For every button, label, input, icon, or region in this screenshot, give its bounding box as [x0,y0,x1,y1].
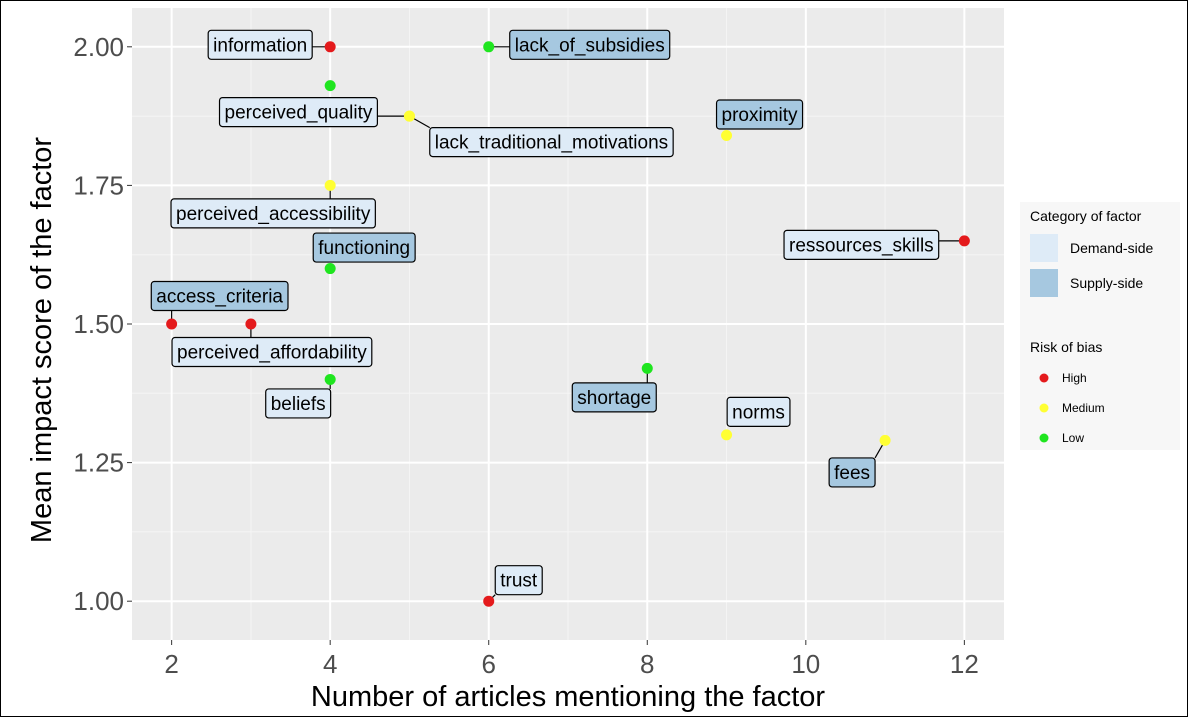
point-label: trust [494,565,543,596]
point-label-box [171,336,373,368]
x-tick-label: 8 [640,649,654,679]
point-label-text: proximity [722,105,799,126]
x-tick-label: 2 [164,649,178,679]
point-label: norms [726,396,791,427]
point-label: information [207,29,313,60]
point-label: access_criteria [150,280,289,312]
point-label-box [207,29,313,60]
color-legend-label: Low [1062,431,1084,445]
point-label-box [828,457,876,488]
color-legend-title: Risk of bias [1030,339,1102,355]
data-point [324,263,336,275]
data-point [166,318,178,330]
data-point [324,41,336,53]
color-legend-key [1039,373,1049,383]
data-point [958,235,970,247]
point-label-box [265,388,332,419]
point-label-text: beliefs [271,394,326,415]
data-point [721,429,733,441]
data-point [641,362,653,374]
data-points [166,41,970,607]
point-label: shortage [571,382,657,413]
point-label: functioning [312,232,416,263]
data-point [324,80,336,92]
point-label-text: information [213,35,307,56]
point-label-box [509,29,671,60]
point-label: perceived_affordability [171,336,373,368]
color-legend-label: Medium [1062,401,1105,415]
fill-legend-entries: Demand-side Supply-side [1030,234,1153,297]
data-point [483,41,495,53]
point-label-text: lack_of_subsidies [515,35,665,56]
y-tick-label: 1.00 [73,586,124,616]
point-label: lack_traditional_motivations [429,127,674,158]
color-legend-label: High [1062,371,1087,385]
point-label-text: perceived_affordability [177,343,367,364]
point-label: perceived_quality [218,97,378,128]
fill-legend-title: Category of factor [1030,208,1142,224]
point-label-box [494,565,543,596]
fill-legend-label: Supply-side [1070,275,1143,291]
point-label-box [726,396,791,427]
point-label: beliefs [265,388,332,419]
point-label-text: norms [732,402,785,423]
data-point [879,434,891,446]
point-label-box [150,280,289,312]
color-legend-key [1039,433,1049,443]
point-label-text: fees [834,463,870,484]
point-label-box [312,232,416,263]
point-label-text: ressources_skills [789,235,934,256]
point-label: ressources_skills [783,229,940,260]
y-axis-title: Mean impact score of the factor [26,137,58,544]
x-tick-label: 4 [323,649,337,679]
point-label: proximity [715,99,804,130]
y-tick-label: 1.75 [73,170,124,200]
point-label-box [170,198,376,229]
y-tick-label: 2.00 [73,32,124,62]
data-point [324,373,336,385]
data-point [483,595,495,607]
data-point [403,110,415,122]
y-tick-label: 1.25 [73,448,124,478]
x-tick-label: 6 [481,649,495,679]
point-label-text: perceived_accessibility [176,204,371,225]
point-label-text: trust [500,571,538,592]
data-point [324,179,336,191]
point-label-text: functioning [318,238,410,259]
y-axis-ticks: 1.00 1.25 1.50 1.75 2.00 [73,32,132,616]
point-label-box [571,382,657,413]
x-tick-label: 10 [791,649,820,679]
y-tick-label: 1.50 [73,309,124,339]
fill-legend-label: Demand-side [1070,240,1153,256]
x-axis-title: Number of articles mentioning the factor [311,681,826,713]
fill-legend-key [1030,234,1058,262]
point-label-text: lack_traditional_motivations [435,133,668,154]
point-label-box [715,99,804,130]
color-legend-entries: High Medium Low [1039,371,1105,445]
point-label-box [218,97,378,128]
point-label-text: perceived_quality [225,103,373,124]
fill-legend-key [1030,269,1058,297]
point-label-box [429,127,674,158]
x-axis-ticks: 2 4 6 8 10 12 [164,640,979,679]
x-tick-label: 12 [950,649,979,679]
point-label: lack_of_subsidies [509,29,671,60]
point-labels: information lack_of_subsidies perceived_qu… [150,29,940,596]
color-legend-key [1039,403,1049,413]
point-label: fees [828,457,876,488]
data-point [245,318,257,330]
point-label-box [783,229,940,260]
legend: Category of factor Demand-side Supply-sid… [1020,202,1180,450]
data-point [721,130,733,142]
point-label: perceived_accessibility [170,198,376,229]
point-label-text: access_criteria [156,287,283,308]
point-label-text: shortage [577,388,651,409]
